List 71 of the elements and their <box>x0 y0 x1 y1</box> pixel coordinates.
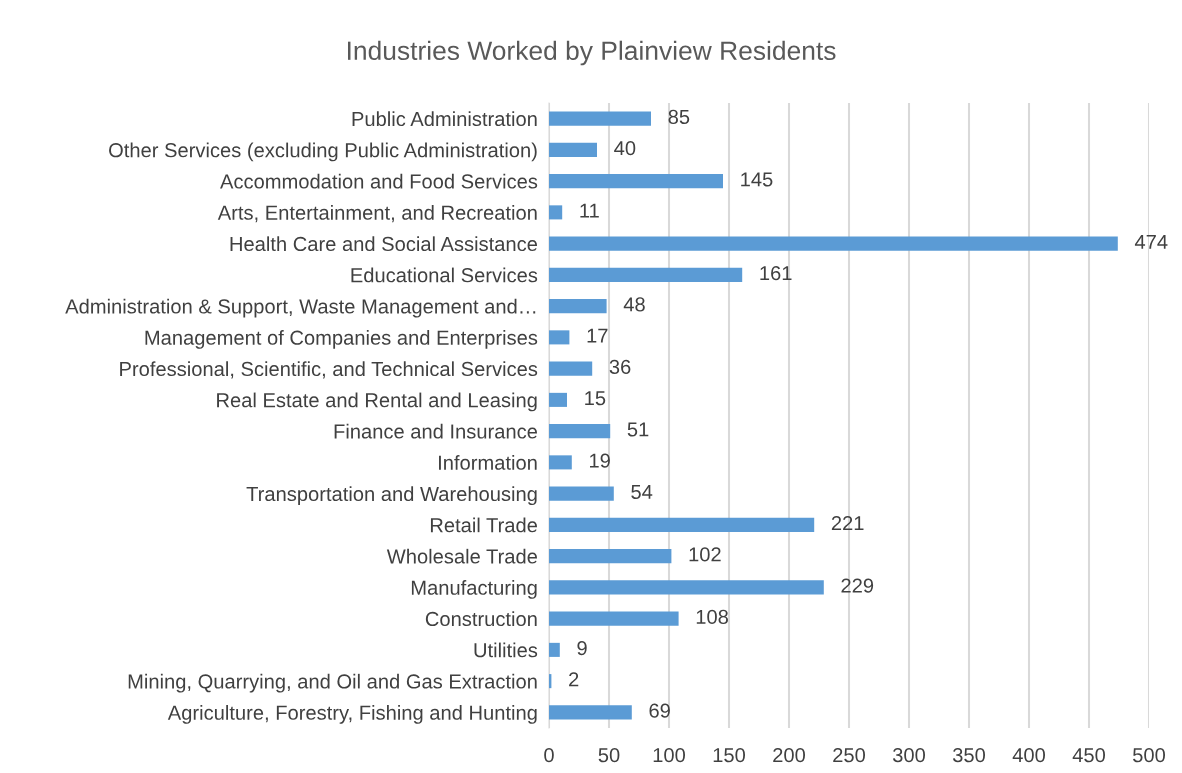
x-tick-label: 200 <box>773 747 806 763</box>
bar <box>549 236 1118 251</box>
bar <box>549 549 672 564</box>
y-tick-label: Information <box>439 455 537 470</box>
y-tick-label: Public Administration <box>352 111 537 127</box>
y-tick-label: Construction <box>425 611 537 627</box>
y-tick-label: Mining, Quarrying, and Oil and Gas Extraction <box>128 673 537 693</box>
y-tick-label: Professional, Scientific, and Technical Services <box>120 361 538 379</box>
y-tick-label: Agriculture, Forestry, Fishing and Hunting <box>167 705 537 724</box>
x-tick-label: 450 <box>1072 747 1106 763</box>
data-label: 102 <box>689 547 721 562</box>
y-tick-label: Utilities <box>474 642 538 658</box>
x-tick-label: 150 <box>713 747 746 763</box>
bar <box>549 517 815 532</box>
bar <box>549 205 563 220</box>
bar <box>549 486 614 501</box>
x-tick-label: 350 <box>952 747 986 763</box>
y-tick-label: Health Care and Social Assistance <box>230 236 538 252</box>
data-label: 85 <box>668 109 690 125</box>
bar <box>549 142 597 157</box>
y-tick-label: Other Services (excluding Public Administration) <box>109 142 537 162</box>
x-tick-label: 500 <box>1133 747 1166 763</box>
x-tick-label: 0 <box>544 747 554 763</box>
data-label: 474 <box>1134 234 1168 249</box>
data-label: 2 <box>569 672 579 687</box>
data-label: 40 <box>614 141 636 156</box>
data-label: 145 <box>741 172 773 187</box>
y-tick-label: Real Estate and Rental and Leasing <box>217 392 537 412</box>
data-label: 108 <box>696 609 728 625</box>
x-tick-label: 50 <box>598 747 620 763</box>
data-label: 54 <box>631 484 653 500</box>
y-tick-label: Transportation and Warehousing <box>246 486 537 506</box>
bar <box>549 299 607 314</box>
y-tick-label: Management of Companies and Enterprises <box>145 330 538 349</box>
data-label: 36 <box>609 359 631 375</box>
chart-title: Industries Worked by Plainview Residents <box>348 40 836 66</box>
data-label: 15 <box>585 391 606 406</box>
bar <box>549 642 560 657</box>
x-tick-label: 300 <box>892 747 926 763</box>
bar <box>549 361 593 376</box>
y-tick-label: Arts, Entertainment, and Recreation <box>217 205 537 223</box>
data-label: 69 <box>649 703 670 718</box>
y-tick-label: Administration & Support, Waste Management and… <box>65 298 536 318</box>
bar <box>549 580 824 595</box>
data-label: 11 <box>580 203 599 218</box>
y-tick-label: Accommodation and Food Services <box>220 173 538 189</box>
bar <box>549 174 723 189</box>
bar <box>549 330 570 345</box>
data-label: 229 <box>841 578 874 593</box>
data-label: 48 <box>623 297 645 312</box>
bar <box>549 705 632 720</box>
data-label: 19 <box>590 453 610 468</box>
x-tick-label: 250 <box>833 747 866 763</box>
bar <box>549 424 611 439</box>
bar <box>549 611 679 626</box>
y-tick-label: Educational Services <box>351 267 538 283</box>
y-tick-label: Retail Trade <box>430 517 537 533</box>
y-tick-label: Finance and Insurance <box>334 423 538 439</box>
x-tick-label: 400 <box>1012 747 1046 763</box>
data-label: 221 <box>831 516 864 531</box>
data-label: 9 <box>577 641 587 656</box>
data-label: 51 <box>627 422 649 437</box>
data-label: 17 <box>587 328 608 343</box>
y-tick-label: Wholesale Trade <box>386 548 537 564</box>
bar <box>549 392 567 407</box>
data-label: 161 <box>760 266 792 281</box>
bar <box>549 455 572 470</box>
x-tick-label: 100 <box>653 747 686 763</box>
bar <box>549 267 743 282</box>
y-tick-label: Manufacturing <box>411 580 537 599</box>
bar <box>549 111 651 126</box>
